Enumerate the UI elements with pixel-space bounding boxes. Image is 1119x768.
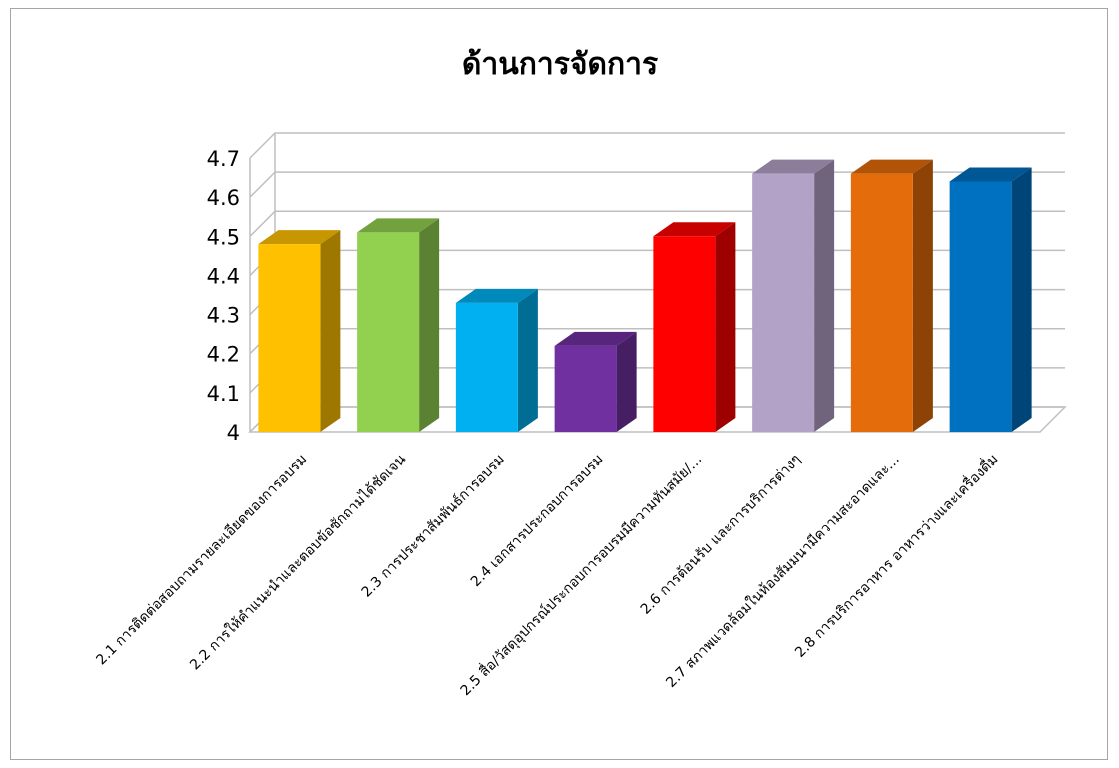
bar-top [554,331,637,346]
x-tick-label: 2.1 การติดต่อสอบถามรายละเอียดของการอบรม [93,452,310,669]
bar-side [419,218,440,432]
gridline [249,171,1065,198]
bar-front [357,232,420,432]
bar-front [653,236,716,432]
gridline [249,132,1065,159]
bar-top [455,288,538,303]
bar [653,222,736,432]
bar [455,288,538,432]
bar-side [517,288,538,432]
y-tick-label: 4.1 [207,382,240,406]
bar-top [752,159,835,174]
x-tick-label: 2.7 สภาพแวดล้อมในห้องสัมมนามีความสะอาดแล… [663,451,903,691]
bar-front [850,173,913,432]
bar-side [320,230,341,432]
bar [258,230,341,432]
bar-top [258,230,341,245]
y-tick-label: 4.2 [207,343,240,367]
y-tick-label: 4.7 [207,147,240,171]
bar-front [554,345,617,432]
bar-side [616,331,637,432]
bar-front [949,181,1012,432]
bar [850,159,933,432]
y-tick-label: 4.3 [207,304,240,328]
bar-front [455,302,518,432]
bar-top [653,222,736,237]
x-tick-label: 2.2 การให้คำแนะนำและตอบข้อซักถามได้ชัดเจ… [186,451,409,674]
bar [554,331,637,432]
bar-front [752,173,815,432]
bar-side [1011,167,1032,432]
bar-side [912,159,933,432]
y-tick-label: 4.6 [207,186,240,210]
x-tick-label: 2.8 การบริการอาหาร อาหารว่างและเครื่องดื… [791,450,1002,661]
y-tick-label: 4 [227,421,240,445]
bar-side [715,222,736,432]
bar-front [258,244,321,432]
bar-side [814,159,835,432]
y-tick-label: 4.5 [207,225,240,249]
bar [357,218,440,432]
bar [949,167,1032,432]
x-tick-label: 2.6 การต้อนรับ และการบริการต่างๆ [638,452,804,618]
y-tick-label: 4.4 [207,264,240,288]
bar-top [850,159,933,174]
bar [752,159,835,432]
bar-top [949,167,1032,182]
bar-top [357,218,440,233]
chart-title: ด้านการจัดการ [461,47,659,82]
